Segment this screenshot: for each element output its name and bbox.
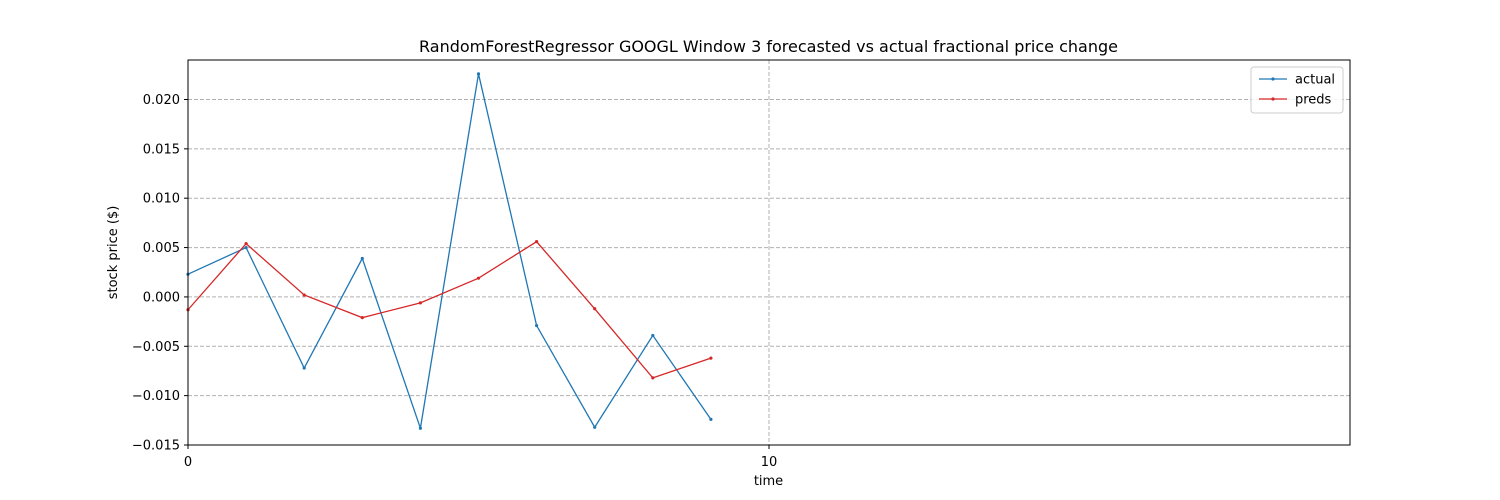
legend-marker: [1271, 97, 1275, 101]
actual-point: [476, 72, 481, 76]
legend: actual preds: [1250, 66, 1344, 114]
series-actual: [186, 72, 713, 430]
preds-point: [418, 301, 422, 305]
series-preds: [186, 240, 713, 380]
actual-point: [651, 333, 655, 338]
preds-point: [360, 316, 364, 320]
actual-point: [302, 366, 306, 370]
actual-point: [593, 425, 597, 429]
y-axis: −0.015 −0.010 −0.005 0.000 0.005 0.010 0.015 0.…: [132, 93, 188, 454]
y-axis-label: stock price ($): [106, 206, 121, 300]
grid: [187, 60, 1350, 446]
legend-label: preds: [1295, 93, 1332, 108]
x-tick-label: 10: [761, 455, 778, 470]
y-tick-label: 0.010: [143, 192, 180, 207]
actual-point: [709, 417, 713, 421]
legend-item-preds: preds: [1259, 93, 1332, 108]
preds-point: [535, 240, 539, 244]
preds-point: [476, 276, 481, 280]
preds-point: [593, 307, 597, 311]
chart-title: RandomForestRegressor GOOGL Window 3 for…: [419, 37, 1118, 56]
legend-item-actual: actual: [1259, 73, 1335, 88]
actual-point: [418, 426, 422, 430]
x-axis-label: time: [754, 474, 783, 489]
legend-label: actual: [1295, 73, 1335, 88]
preds-point: [709, 356, 713, 360]
preds-point: [651, 376, 655, 380]
preds-line: [187, 240, 712, 379]
x-axis: 0 10: [184, 445, 777, 470]
y-tick-label: −0.005: [132, 340, 180, 355]
y-tick-label: 0.020: [143, 93, 180, 108]
series-layer: [186, 72, 713, 430]
y-tick-label: −0.010: [132, 389, 180, 404]
actual-point: [244, 245, 248, 250]
preds-point: [244, 242, 248, 246]
actual-point: [535, 323, 539, 328]
preds-point: [302, 293, 306, 297]
actual-line: [187, 73, 712, 429]
y-tick-label: 0.000: [143, 290, 180, 305]
legend-marker: [1271, 77, 1275, 81]
y-tick-label: −0.015: [132, 439, 180, 454]
actual-point: [360, 256, 364, 261]
x-tick-label: 0: [184, 455, 192, 470]
y-tick-label: 0.005: [143, 241, 180, 256]
y-tick-label: 0.015: [143, 142, 180, 157]
